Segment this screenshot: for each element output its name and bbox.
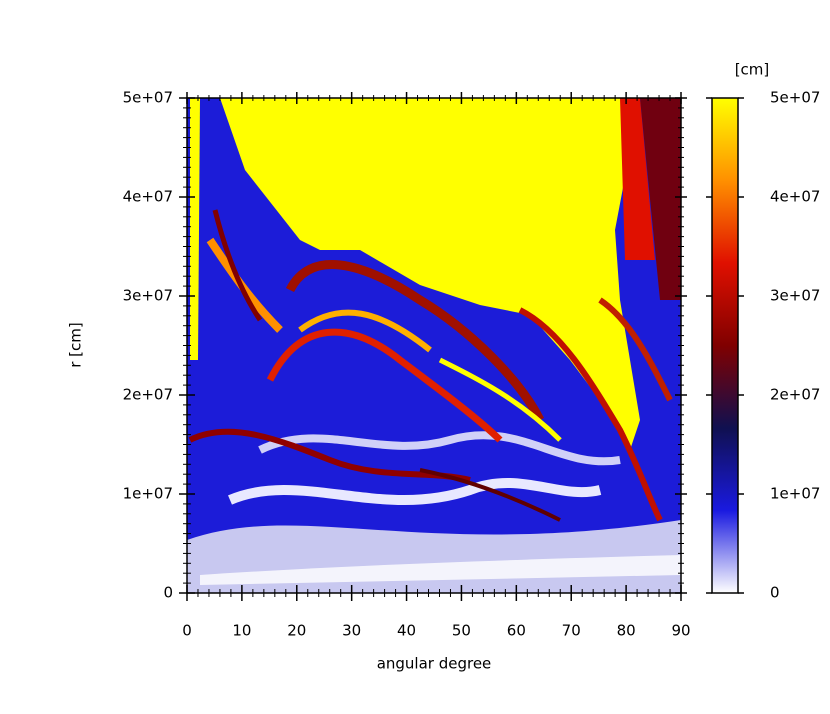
x-tick-label: 20: [287, 622, 306, 640]
x-tick-label: 50: [452, 622, 471, 640]
colorbar-tick-label: 1e+07: [770, 485, 820, 503]
x-tick-label: 60: [507, 622, 526, 640]
colorbar-tick-label: 5e+07: [770, 89, 820, 107]
colorbar-tick-label: 3e+07: [770, 287, 820, 305]
x-tick-label: 0: [182, 622, 192, 640]
colorbar-tick-label: 4e+07: [770, 188, 820, 206]
x-axis-label: angular degree: [377, 655, 492, 673]
y-tick-label: 4e+07: [123, 188, 173, 206]
heatmap-field: [187, 98, 681, 593]
x-tick-label: 40: [397, 622, 416, 640]
colorbar: [711, 97, 739, 594]
colorbar-label: [cm]: [735, 61, 770, 79]
x-tick-label: 90: [671, 622, 690, 640]
y-tick-label: 2e+07: [123, 386, 173, 404]
y-tick-label: 0: [163, 584, 173, 602]
y-tick-label: 1e+07: [123, 485, 173, 503]
x-tick-label: 80: [617, 622, 636, 640]
y-tick-label: 5e+07: [123, 89, 173, 107]
colorbar-tick-label: 0: [770, 584, 780, 602]
colorbar-tick-label: 2e+07: [770, 386, 820, 404]
y-axis-label: r [cm]: [67, 322, 85, 368]
x-tick-label: 70: [562, 622, 581, 640]
x-tick-label: 30: [342, 622, 361, 640]
y-tick-label: 3e+07: [123, 287, 173, 305]
x-tick-label: 10: [232, 622, 251, 640]
